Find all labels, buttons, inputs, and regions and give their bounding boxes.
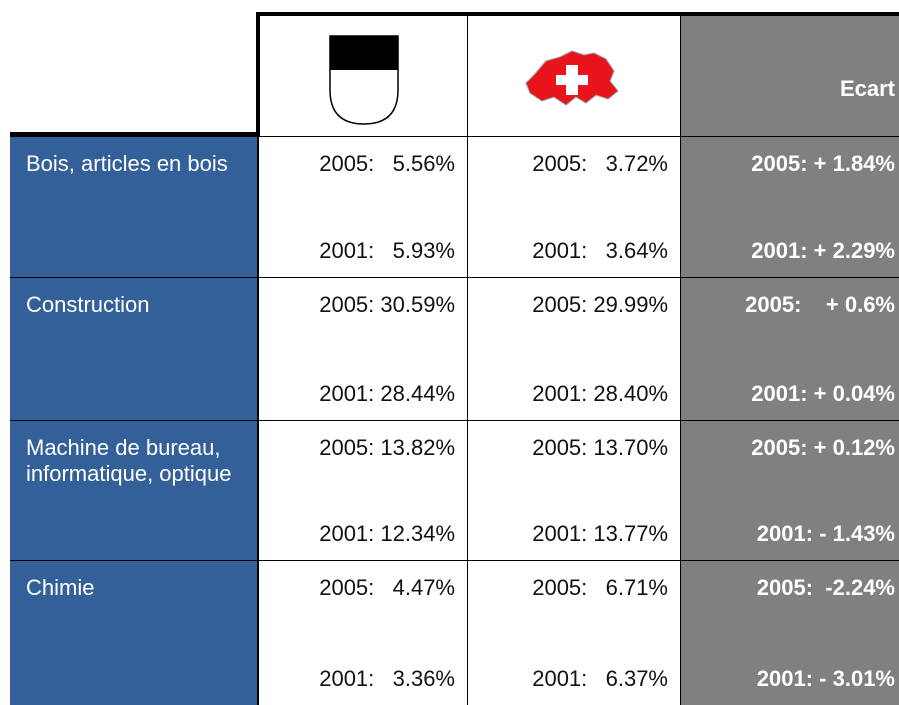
share-value: 2005: 5.56% xyxy=(319,151,455,176)
share-value: 2001: 12.34% xyxy=(319,521,455,546)
header-left-border xyxy=(256,12,260,137)
value-cell: 2005: 5.56% 2001: 5.93% xyxy=(258,136,467,277)
row-label-cell: Bois, articles en bois xyxy=(10,136,258,277)
share-value: 2005: 13.70% xyxy=(532,435,668,460)
share-value: 2001: 6.37% xyxy=(532,666,668,691)
header-ecart-cell: Ecart xyxy=(680,16,899,136)
share-value: 2005: 4.47% xyxy=(319,575,455,600)
value-cell: 2005: 30.59% 2001: 28.44% xyxy=(258,277,467,420)
share-value: 2005: 3.72% xyxy=(532,151,668,176)
row-label-cell: Construction xyxy=(10,277,258,420)
share-value: 2001: 3.36% xyxy=(319,666,455,691)
ecart-value: 2001: - 3.01% xyxy=(756,666,895,691)
share-value: 2001: 28.40% xyxy=(532,381,668,406)
share-value: 2001: 28.44% xyxy=(319,381,455,406)
value-cell: 2005: 4.47% 2001: 3.36% xyxy=(258,560,467,705)
ecart-value: 2001: + 0.04% xyxy=(751,381,895,406)
ecart-cell: 2005: -2.24% 2001: - 3.01% xyxy=(680,560,899,705)
share-value: 2005: 29.99% xyxy=(532,292,668,317)
row-label: Construction xyxy=(26,292,150,317)
share-value: 2005: 6.71% xyxy=(532,575,668,600)
ecart-cell: 2005: + 0.6% 2001: + 0.04% xyxy=(680,277,899,420)
row-label: Chimie xyxy=(26,575,95,600)
share-value: 2005: 30.59% xyxy=(319,292,455,317)
value-cell: 2005: 13.82% 2001: 12.34% xyxy=(258,420,467,560)
value-cell: 2005: 3.72% 2001: 3.64% xyxy=(467,136,680,277)
ecart-value: 2005: + 0.6% xyxy=(745,292,895,317)
value-cell: 2005: 29.99% 2001: 28.40% xyxy=(467,277,680,420)
header-divider xyxy=(467,14,468,136)
row-label: Bois, articles en bois xyxy=(26,151,228,176)
header-ecart: Ecart xyxy=(839,76,895,101)
ecart-cell: 2005: + 0.12% 2001: - 1.43% xyxy=(680,420,899,560)
ecart-value: 2005: + 0.12% xyxy=(751,435,895,460)
ecart-value: 2001: + 2.29% xyxy=(751,238,895,263)
row-label: Machine de bureau, informatique, optique xyxy=(26,435,232,486)
value-cell: 2005: 6.71% 2001: 6.37% xyxy=(467,560,680,705)
header-bottom-border xyxy=(10,132,260,136)
ecart-cell: 2005: + 1.84% 2001: + 2.29% xyxy=(680,136,899,277)
fribourg-shield xyxy=(329,35,399,125)
share-value: 2001: 5.93% xyxy=(319,238,455,263)
value-cell: 2005: 13.70% 2001: 13.77% xyxy=(467,420,680,560)
ecart-value: 2005: -2.24% xyxy=(756,575,895,600)
header-top-border xyxy=(258,12,899,16)
swiss-map xyxy=(525,50,619,106)
share-value: 2001: 13.77% xyxy=(532,521,668,546)
share-value: 2005: 13.82% xyxy=(319,435,455,460)
share-value: 2001: 3.64% xyxy=(532,238,668,263)
row-label-cell: Chimie xyxy=(10,560,258,705)
row-label-cell: Machine de bureau, informatique, optique xyxy=(10,420,258,560)
ecart-value: 2005: + 1.84% xyxy=(751,151,895,176)
ecart-value: 2001: - 1.43% xyxy=(756,521,895,546)
